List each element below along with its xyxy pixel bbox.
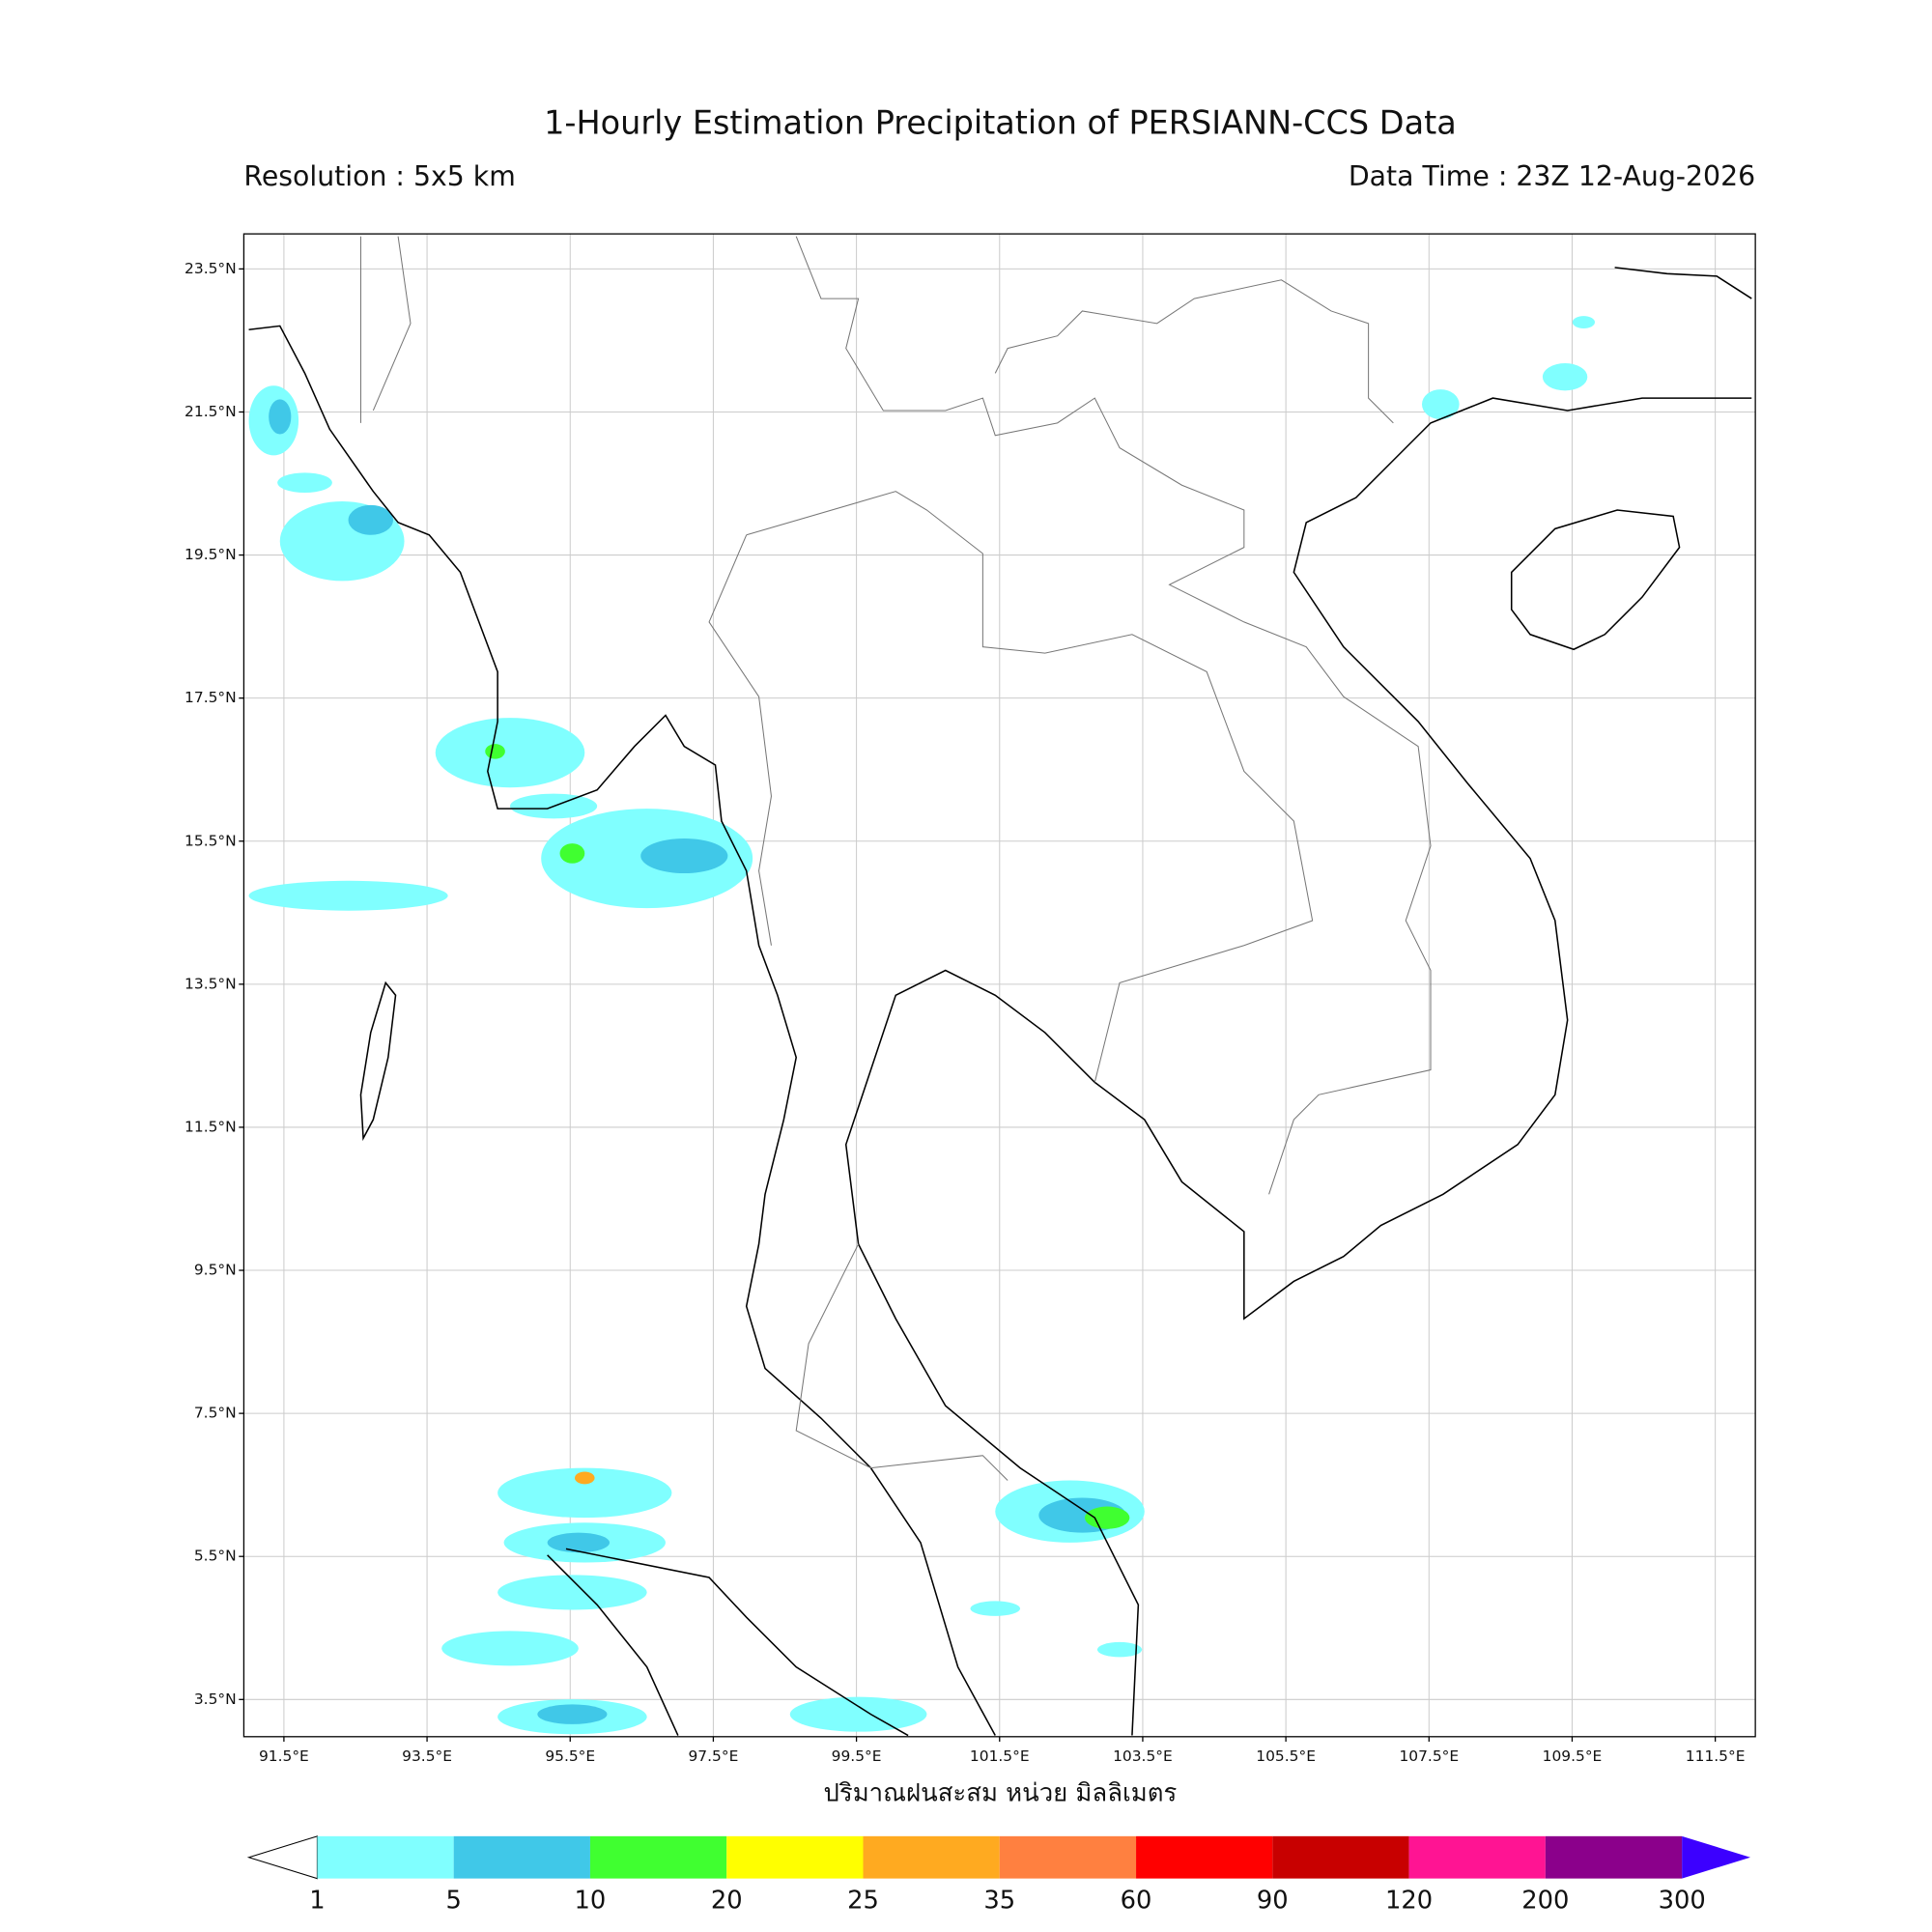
data-time: Data Time : 23Z 12-Aug-2026 bbox=[1349, 160, 1755, 192]
rain-area bbox=[277, 472, 332, 493]
lat-tick-label: 5.5°N bbox=[194, 1548, 237, 1565]
rain-area bbox=[640, 838, 728, 874]
rain-area bbox=[547, 1532, 611, 1553]
rain-area bbox=[441, 1631, 579, 1666]
colorbar-label: 5 bbox=[445, 1886, 461, 1915]
lon-tick-label: 103.5°E bbox=[1113, 1747, 1173, 1765]
lat-tick-label: 13.5°N bbox=[185, 975, 237, 992]
rain-area bbox=[269, 399, 292, 435]
rain-area bbox=[497, 1467, 672, 1519]
lat-tick-label: 11.5°N bbox=[185, 1118, 237, 1135]
lon-tick-label: 107.5°E bbox=[1399, 1747, 1459, 1765]
colorbar-label: 10 bbox=[575, 1886, 607, 1915]
rain-area bbox=[248, 880, 448, 911]
coastline bbox=[547, 1554, 679, 1736]
rain-area bbox=[1421, 389, 1460, 419]
colorbar-label: 20 bbox=[711, 1886, 743, 1915]
title: 1-Hourly Estimation Precipitation of PER… bbox=[544, 103, 1457, 141]
colorbar-box bbox=[863, 1835, 1000, 1879]
map-frame bbox=[242, 233, 1756, 1738]
rain-area bbox=[1572, 316, 1595, 328]
coastline bbox=[1510, 509, 1681, 651]
lon-tick-label: 101.5°E bbox=[970, 1747, 1030, 1765]
borders bbox=[359, 236, 1432, 1481]
lat-tick-label: 9.5°N bbox=[194, 1262, 237, 1279]
rain-area bbox=[497, 1575, 647, 1610]
lon-tick-label: 109.5°E bbox=[1543, 1747, 1603, 1765]
colorbar-box bbox=[453, 1835, 590, 1879]
coastline bbox=[248, 325, 996, 1736]
rain-area bbox=[348, 504, 393, 535]
colorbar-label: 60 bbox=[1121, 1886, 1152, 1915]
colorbar-box bbox=[1408, 1835, 1546, 1879]
colorbar-label: 1 bbox=[309, 1886, 325, 1915]
thailand-border bbox=[708, 491, 1314, 1481]
rain-area bbox=[789, 1696, 927, 1732]
rain-area bbox=[559, 843, 585, 864]
rain-area bbox=[1096, 1641, 1143, 1658]
lat-tick-label: 7.5°N bbox=[194, 1405, 237, 1422]
lat-tick-label: 23.5°N bbox=[185, 260, 237, 277]
x-axis-label: ปริมาณฝนสะสม หน่วย มิลลิเมตร bbox=[824, 1779, 1178, 1808]
lon-tick-label: 93.5°E bbox=[402, 1747, 452, 1765]
lat-tick-label: 21.5°N bbox=[185, 403, 237, 420]
rain-area bbox=[970, 1601, 1021, 1616]
colorbar-label: 120 bbox=[1385, 1886, 1433, 1915]
lat-tick-label: 17.5°N bbox=[185, 689, 237, 706]
coastline bbox=[1614, 267, 1752, 299]
colorbar-box bbox=[1136, 1835, 1273, 1879]
coastline bbox=[565, 1548, 909, 1737]
colorbar-under bbox=[246, 1835, 318, 1880]
colorbar-label: 25 bbox=[847, 1886, 879, 1915]
lat-tick-label: 19.5°N bbox=[185, 546, 237, 563]
lon-tick-label: 99.5°E bbox=[832, 1747, 882, 1765]
rain-area bbox=[485, 744, 505, 759]
coastlines bbox=[248, 267, 1752, 1737]
lat-tick-label: 3.5°N bbox=[194, 1690, 237, 1708]
colorbar-label: 35 bbox=[983, 1886, 1015, 1915]
rain-area bbox=[1542, 363, 1588, 391]
rain-area bbox=[537, 1704, 608, 1724]
coastline bbox=[844, 397, 1752, 1736]
coastline bbox=[359, 980, 397, 1142]
colorbar-over bbox=[1682, 1835, 1750, 1879]
colorbar-label: 300 bbox=[1659, 1886, 1706, 1915]
lon-tick-label: 97.5°E bbox=[688, 1747, 738, 1765]
lon-tick-label: 95.5°E bbox=[545, 1747, 595, 1765]
graticule bbox=[239, 234, 1756, 1742]
colorbar-box bbox=[1272, 1835, 1409, 1879]
colorbar-box bbox=[1545, 1835, 1683, 1879]
colorbar-label: 90 bbox=[1257, 1886, 1289, 1915]
lon-tick-label: 91.5°E bbox=[259, 1747, 309, 1765]
colorbar: 1 5 10 20 25 35 60 90 120 200 300 bbox=[246, 1835, 1750, 1915]
colorbar-box bbox=[317, 1835, 454, 1879]
colorbar-box bbox=[726, 1835, 864, 1879]
lon-tick-label: 111.5°E bbox=[1686, 1747, 1746, 1765]
colorbar-box bbox=[589, 1835, 727, 1879]
rain-area bbox=[1084, 1506, 1130, 1529]
resolution: Resolution : 5x5 km bbox=[243, 160, 515, 192]
lat-tick-label: 15.5°N bbox=[185, 832, 237, 849]
rain-area bbox=[574, 1471, 595, 1485]
rain-area bbox=[435, 718, 585, 788]
lon-tick-label: 105.5°E bbox=[1256, 1747, 1316, 1765]
colorbar-box bbox=[999, 1835, 1137, 1879]
rain-field bbox=[248, 316, 1595, 1735]
colorbar-label: 200 bbox=[1521, 1886, 1569, 1915]
country-border bbox=[359, 236, 1432, 1195]
